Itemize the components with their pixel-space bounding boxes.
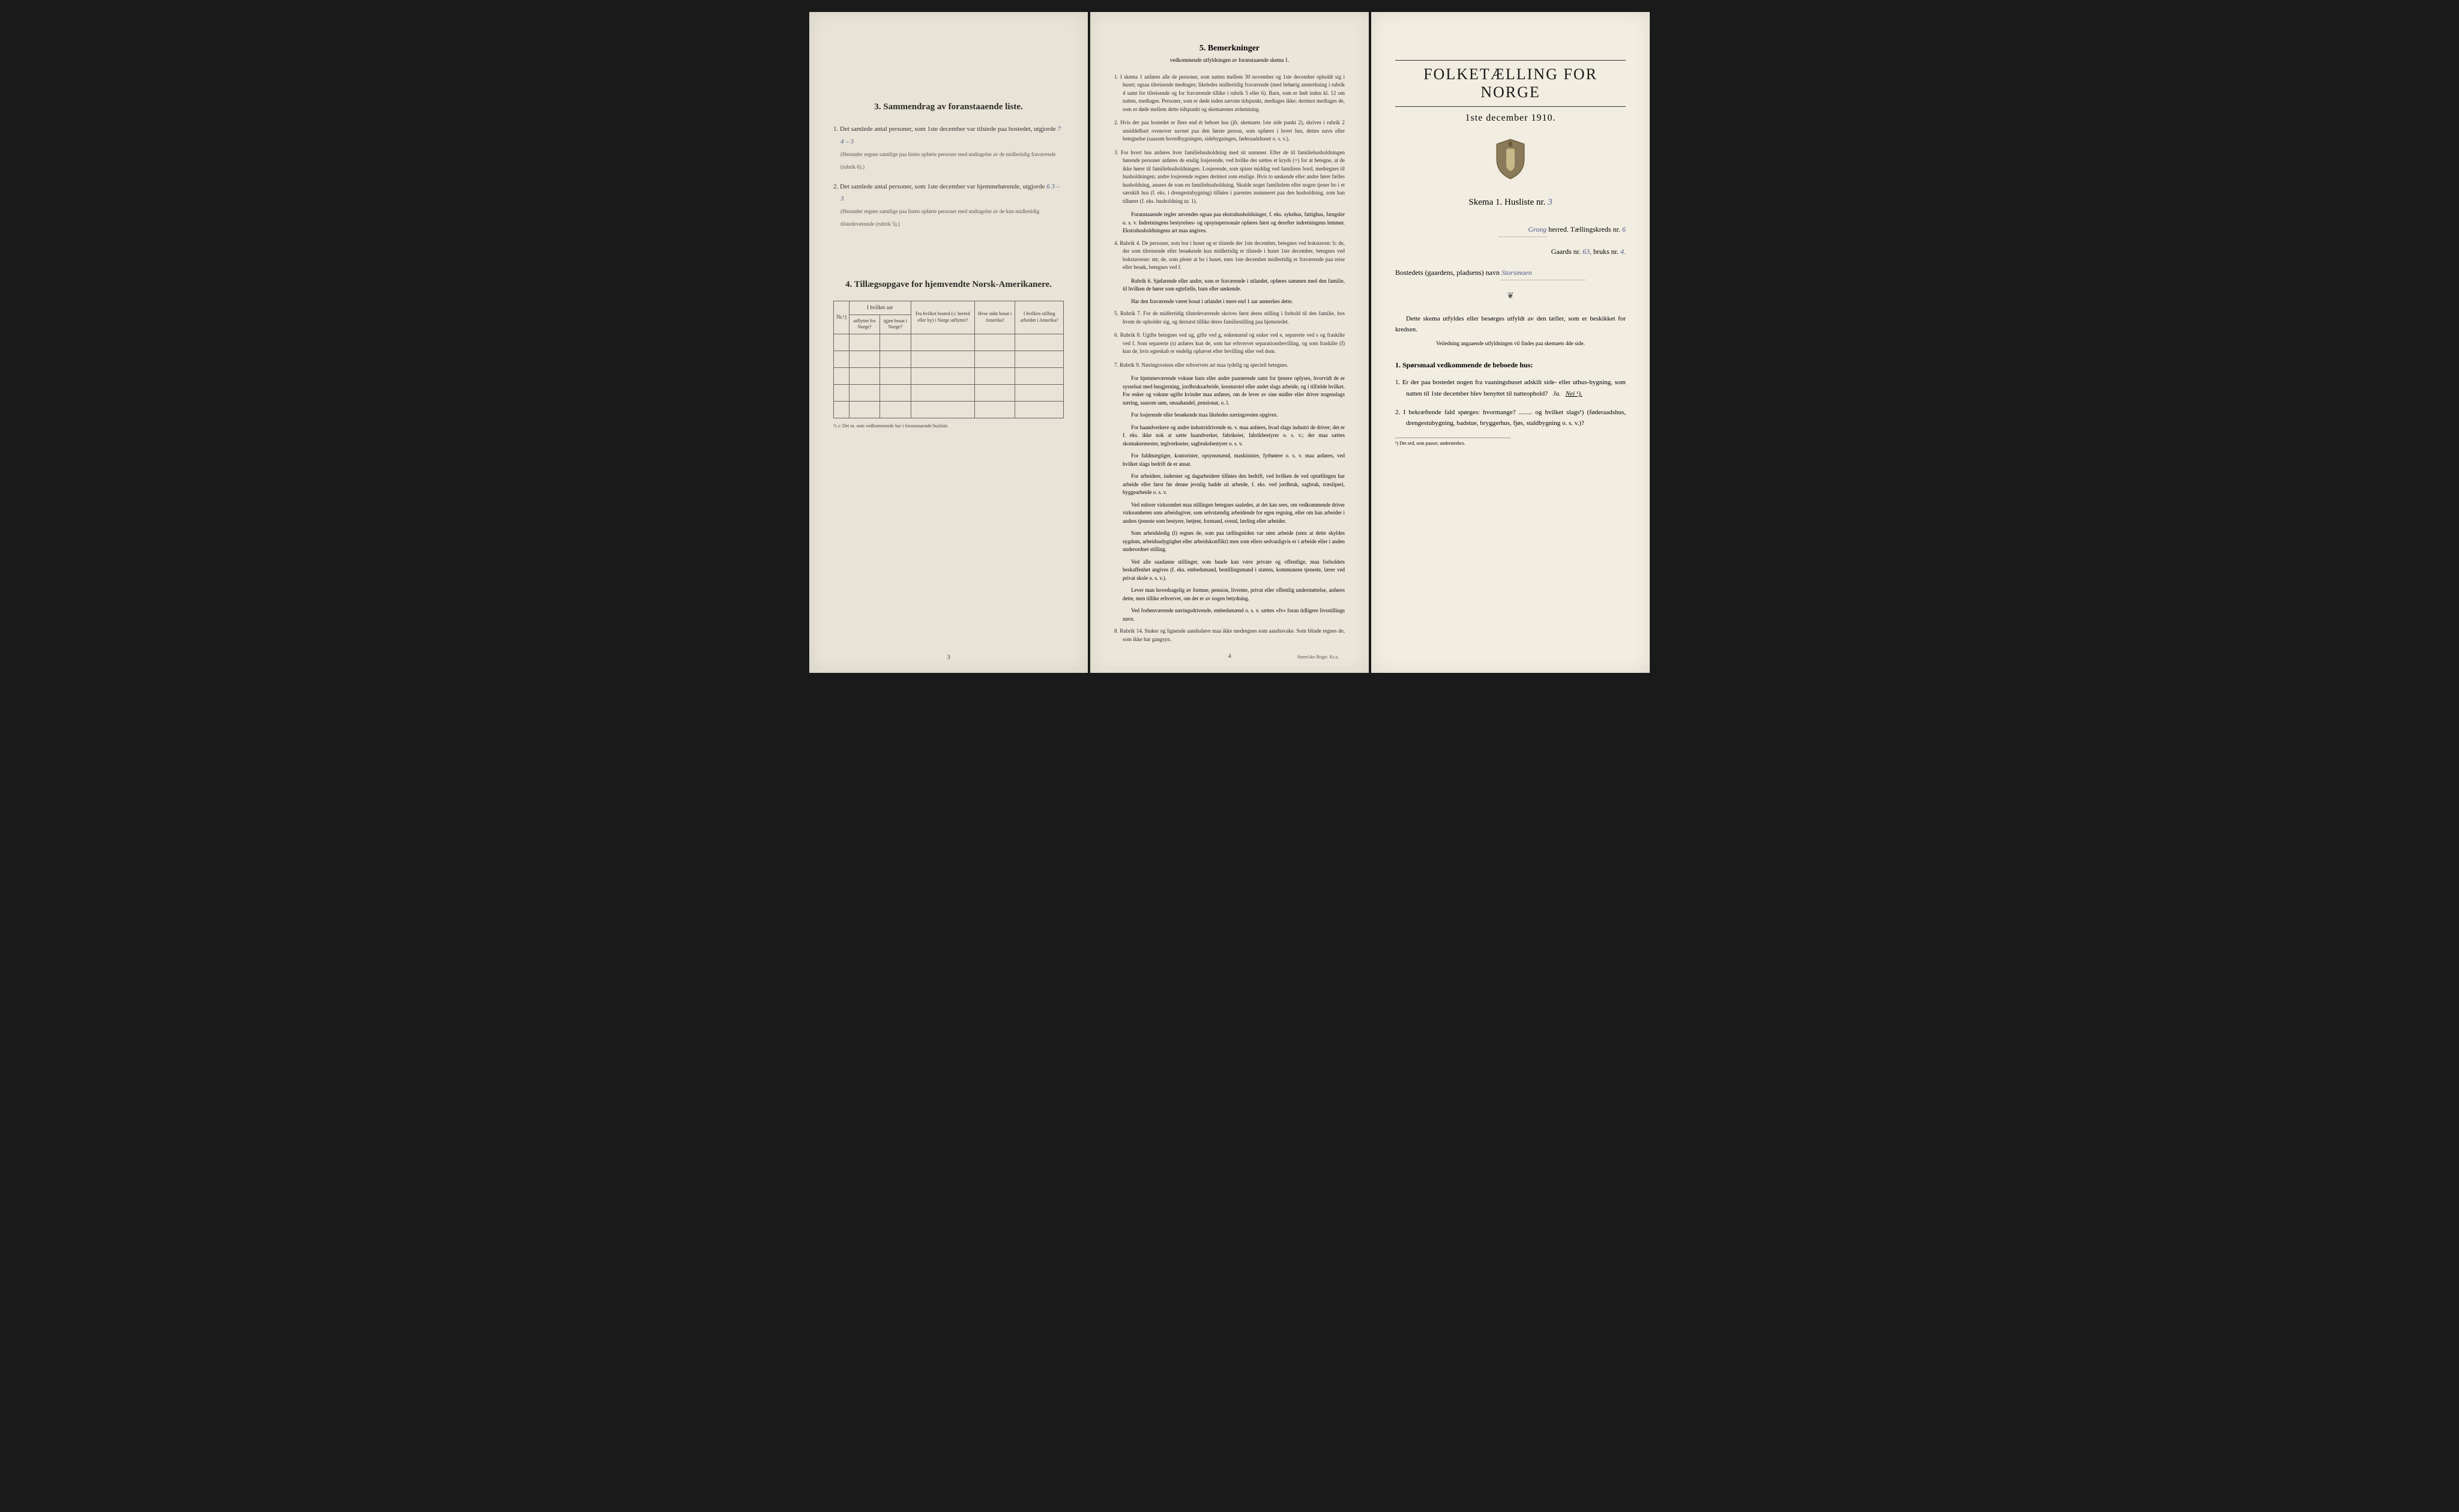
husliste-nr: 3 [1548,197,1552,207]
th-nr: Nr.¹) [834,301,849,334]
herred-line: Grong herred. Tællingskreds nr. 6 [1395,223,1626,237]
question-2: 2. I bekræftende fald spørges: hvormange… [1395,407,1626,429]
page-number-3: 3 [947,654,950,661]
q1-ja: Ja. [1552,390,1560,397]
note-7g: Ved enhver virksomhet maa stillingen bet… [1114,501,1345,526]
instruction-small: Veiledning angaaende utfyldningen vil fi… [1395,340,1626,346]
item1-note: (Herunder regnes samtlige paa listen opf… [840,151,1055,170]
table-row [834,401,1064,418]
note-7j: Lever man hovedsagelig av formue, pensio… [1114,586,1345,603]
gaard-line: Gaards nr. 63, bruks nr. 4. [1395,245,1626,259]
note-7f: For arbeidere, inderster og dagarbeidere… [1114,472,1345,497]
bosted-hand: Storsmoen [1501,267,1586,280]
item2-text: 2. Det samlede antal personer, som 1ste … [833,183,1045,190]
note-4a: 4. Rubrik 4. De personer, som bor i huse… [1114,239,1345,272]
bosted-line: Bostedets (gaardens, pladsens) navn Stor… [1395,267,1626,280]
note-8: 8. Rubrik 14. Sinker og lignende aandssl… [1114,627,1345,643]
th-hvor: Hvor sidst bosat i Amerika? [974,301,1015,334]
note-3b: Foranstaaende regler anvendes ogsaa paa … [1114,211,1345,235]
note-7a: 7. Rubrik 9. Næringsveiens eller erhverv… [1114,361,1345,370]
gaard-label: Gaards nr. [1551,247,1581,256]
herred-label: herred. Tællingskreds nr. [1548,225,1620,233]
table-footnote: ¹) ɔ: Det nr. som vedkommende har i fora… [833,423,1064,429]
section-4-title: 4. Tillægsopgave for hjemvendte Norsk-Am… [833,280,1064,290]
note-7i: Ved alle saadanne stillinger, som baade … [1114,558,1345,583]
schema-line: Skema 1. Husliste nr. 3 [1395,197,1626,208]
note-4c: Har den fraværende været bosat i utlande… [1114,298,1345,306]
note-7c: For losjerende eller besøkende maa likel… [1114,411,1345,420]
coat-of-arms [1395,138,1626,183]
question-1: 1. Er der paa bostedet nogen fra vaaning… [1395,377,1626,399]
th-igjen: igjen bosat i Norge? [880,315,911,334]
gaard-hand: 63, [1583,247,1592,256]
printer-mark: Steen'ske Bogtr. Kr.a. [1297,654,1339,661]
table-row [834,334,1064,351]
summary-item-2: 2. Det samlede antal personer, som 1ste … [833,181,1064,231]
item1-text: 1. Det samlede antal personer, som 1ste … [833,125,1056,133]
note-5: 5. Rubrik 7. For de midlertidig tilstede… [1114,310,1345,326]
th-aar: I hvilket aar [849,301,911,315]
crest-icon [1494,138,1527,180]
kreds-hand: 6 [1622,225,1626,233]
section-5-subtitle: vedkommende utfyldningen av foranstaaend… [1114,56,1345,65]
page-4: 5. Bemerkninger vedkommende utfyldningen… [1090,12,1369,673]
page-3: 3. Sammendrag av foranstaaende liste. 1.… [809,12,1088,673]
q1-nei: Nei ¹). [1566,390,1583,397]
note-7e: For fuldmægtiger, kontorister, opsynsmæn… [1114,452,1345,468]
section-5-title: 5. Bemerkninger [1114,42,1345,55]
footnote-right: ¹) Det ord, som passer, understrekes. [1395,438,1510,446]
note-7b: For hjemmeværende voksne barn eller andr… [1114,375,1345,407]
table-row [834,384,1064,401]
page-cover: FOLKETÆLLING FOR NORGE 1ste december 191… [1371,12,1650,673]
emigrant-table: Nr.¹) I hvilket aar Fra hvilket bosted (… [833,301,1064,418]
census-date: 1ste december 1910. [1395,113,1626,124]
table-row [834,367,1064,384]
th-stilling: I hvilken stilling arbeidet i Amerika? [1015,301,1064,334]
herred-hand: Grong [1498,223,1546,237]
note-3a: 3. For hvert hus anføres hver familiehus… [1114,149,1345,206]
summary-item-1: 1. Det samlede antal personer, som 1ste … [833,123,1064,173]
note-6: 6. Rubrik 8. Ugifte betegnes ved ug, gif… [1114,331,1345,356]
th-utflyttet: utflyttet fra Norge? [849,315,880,334]
note-7h: Som arbeidsledig (l) regnes de, som paa … [1114,529,1345,554]
note-7d: For haandverkere og andre industridriven… [1114,424,1345,448]
skema-label: Skema 1. Husliste nr. [1468,197,1545,207]
census-title: FOLKETÆLLING FOR NORGE [1395,60,1626,107]
document-spread: 3. Sammendrag av foranstaaende liste. 1.… [809,12,1650,673]
instruction-text: Dette skema utfyldes eller besørges utfy… [1395,313,1626,336]
note-2: 2. Hvis der paa bostedet er flere end ét… [1114,119,1345,143]
item2-note: (Herunder regnes samtlige paa listen opf… [840,208,1039,227]
section-3-title: 3. Sammendrag av foranstaaende liste. [833,102,1064,112]
th-fra: Fra hvilket bosted (ɔ: herred eller by) … [911,301,974,334]
bruk-label: bruks nr. [1593,247,1619,256]
bruk-hand: 4. [1620,247,1626,256]
ornament-divider: ❦ [1395,291,1626,301]
note-1: 1. I skema 1 anføres alle de personer, s… [1114,73,1345,114]
table-row [834,351,1064,367]
note-4b: Rubrik 6. Sjøfarende eller andre, som er… [1114,277,1345,294]
q1-text: 1. Er der paa bostedet nogen fra vaaning… [1395,379,1626,397]
question-heading: 1. Spørsmaal vedkommende de beboede hus: [1395,361,1626,370]
page-number-4: 4 [1228,651,1231,661]
note-7k: Ved forhenværende næringsdrivende, embed… [1114,607,1345,623]
bosted-label: Bostedets (gaardens, pladsens) navn [1395,268,1500,277]
